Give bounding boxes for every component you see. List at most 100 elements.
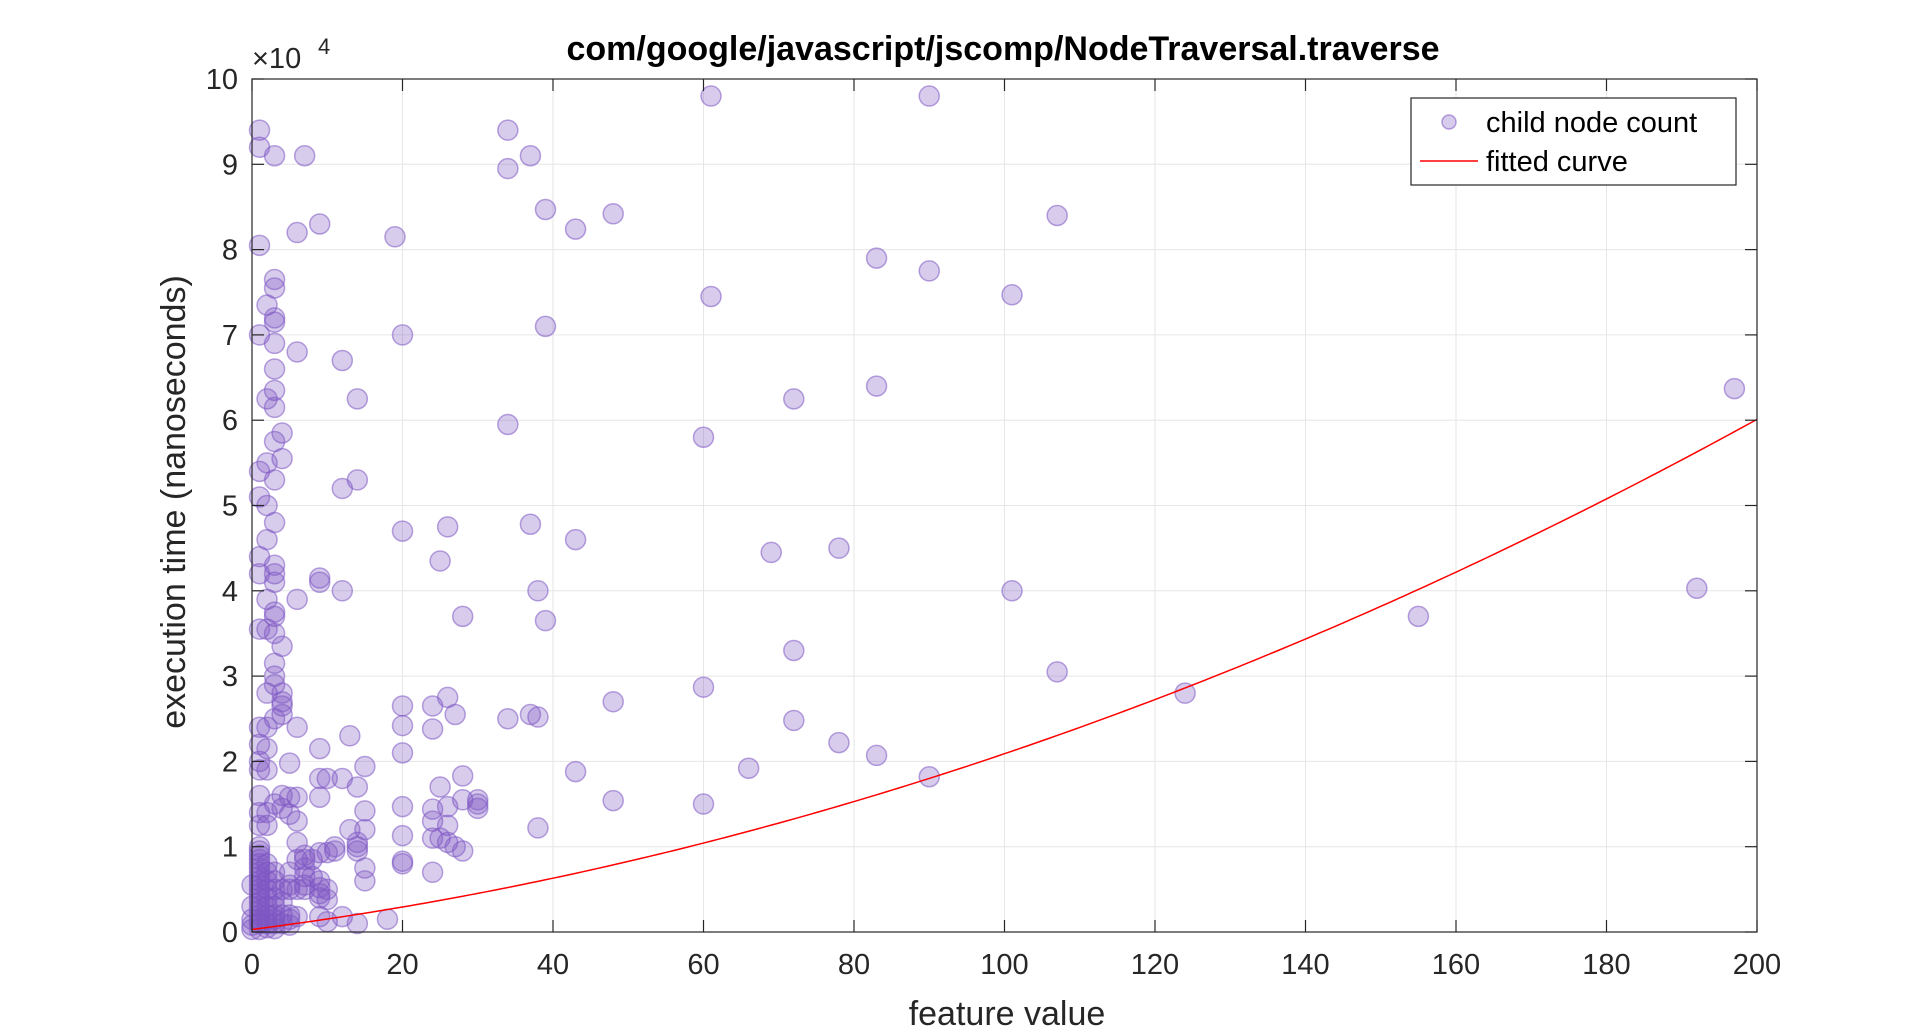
scatter-point bbox=[263, 562, 286, 585]
scatter-point bbox=[527, 817, 549, 839]
legend-entry-child-node-count: child node count bbox=[1486, 107, 1697, 139]
axis-ticks: 0 20 40 60 80 100 120 140 160 180 200 0 1 2 3 4 5 6 7 8 9 10 bbox=[206, 64, 1781, 981]
scatter-point bbox=[384, 226, 406, 248]
scatter-point bbox=[700, 285, 722, 308]
scatter-point bbox=[248, 716, 271, 739]
scatter-point bbox=[737, 757, 760, 779]
scatter-point bbox=[451, 840, 474, 862]
scatter-point bbox=[263, 652, 286, 675]
legend: child node count fitted curve bbox=[1410, 97, 1737, 186]
scatter-point bbox=[1046, 204, 1068, 227]
y-tick-label: 7 bbox=[222, 320, 238, 352]
scatter-point bbox=[263, 878, 286, 901]
scatter-point bbox=[263, 605, 286, 628]
scatter-point bbox=[918, 766, 940, 788]
scatter-point bbox=[286, 810, 308, 832]
scatter-point bbox=[1723, 377, 1746, 400]
scatter-point bbox=[602, 203, 624, 225]
scatter-point bbox=[248, 486, 271, 508]
x-tick-label: 60 bbox=[687, 949, 719, 981]
x-tick-label: 180 bbox=[1582, 949, 1630, 981]
scatter-point bbox=[278, 752, 301, 774]
scatter-point bbox=[263, 358, 286, 380]
scatter-point bbox=[602, 690, 624, 713]
x-tick-label: 140 bbox=[1281, 949, 1329, 981]
scatter-point bbox=[534, 198, 557, 221]
scatter-point bbox=[918, 85, 940, 107]
legend-marker-child-node-count bbox=[1441, 114, 1457, 130]
scatter-point bbox=[391, 520, 414, 542]
y-tick-label: 1 bbox=[222, 832, 238, 864]
scatter-point bbox=[865, 375, 888, 397]
scatter-point bbox=[828, 731, 850, 754]
scatter-point bbox=[346, 776, 369, 798]
scatter-point bbox=[564, 760, 587, 783]
scatter-point bbox=[271, 878, 293, 901]
scatter-point bbox=[421, 695, 444, 717]
y-tick-label: 0 bbox=[222, 917, 238, 949]
scatter-point bbox=[692, 426, 715, 449]
scatter-point bbox=[1686, 577, 1708, 599]
scatter-points bbox=[241, 85, 1746, 941]
scatter-point bbox=[248, 234, 271, 257]
x-axis-label: feature value bbox=[909, 995, 1106, 1032]
scatter-point bbox=[1407, 605, 1430, 628]
scatter-point bbox=[602, 789, 624, 812]
scatter-point bbox=[918, 260, 940, 282]
scatter-point bbox=[308, 786, 331, 808]
y-tick-label: 4 bbox=[222, 576, 238, 608]
scatter-point bbox=[308, 767, 331, 790]
scatter-point bbox=[391, 695, 414, 717]
scatter-point bbox=[248, 119, 271, 141]
fitted-curve bbox=[251, 418, 1758, 931]
scatter-point bbox=[451, 605, 474, 628]
scatter-point bbox=[286, 878, 308, 901]
scatter-point bbox=[451, 765, 474, 787]
x-tick-label: 120 bbox=[1131, 949, 1179, 981]
x-tick-label: 200 bbox=[1733, 949, 1781, 981]
scatter-point bbox=[339, 725, 361, 747]
scatter-point bbox=[271, 447, 293, 470]
scatter-point bbox=[286, 588, 308, 611]
scatter-point bbox=[783, 709, 805, 732]
scatter-point bbox=[497, 413, 519, 436]
scatter-point bbox=[308, 887, 331, 909]
scatter-point bbox=[519, 145, 542, 167]
y-tick-label: 9 bbox=[222, 149, 238, 181]
x-tick-label: 160 bbox=[1432, 949, 1480, 981]
scatter-point bbox=[391, 853, 414, 875]
scatter-point bbox=[391, 824, 414, 847]
scatter-point bbox=[436, 814, 459, 837]
scatter-point bbox=[376, 908, 399, 930]
scatter-point bbox=[700, 85, 722, 107]
scatter-point bbox=[391, 324, 414, 346]
x-tick-label: 80 bbox=[838, 949, 870, 981]
scatter-point bbox=[263, 379, 286, 402]
scatter-point bbox=[331, 477, 354, 500]
scatter-point bbox=[286, 221, 308, 244]
scatter-point bbox=[286, 716, 308, 739]
scatter-point bbox=[286, 905, 308, 928]
y-tick-label: 2 bbox=[222, 746, 238, 778]
scatter-point bbox=[256, 737, 278, 760]
scatter-point bbox=[1001, 580, 1023, 602]
scatter-point bbox=[346, 388, 369, 410]
scatter-point bbox=[263, 311, 286, 333]
scatter-point bbox=[760, 541, 782, 564]
scatter-point bbox=[331, 580, 354, 602]
scatter-point bbox=[436, 516, 459, 538]
scatter-point bbox=[271, 422, 293, 444]
y-tick-label: 5 bbox=[222, 491, 238, 523]
scatter-point bbox=[421, 718, 444, 740]
scatter-point bbox=[308, 737, 331, 760]
scatter-point bbox=[564, 218, 587, 240]
scatter-point bbox=[256, 759, 278, 781]
scatter-point bbox=[354, 800, 376, 822]
x-tick-label: 100 bbox=[980, 949, 1028, 981]
scatter-point bbox=[497, 119, 519, 141]
scatter-point bbox=[263, 622, 286, 645]
scatter-point bbox=[497, 708, 519, 730]
y-exponent-label: ×10 4 bbox=[252, 34, 330, 75]
scatter-point bbox=[534, 315, 557, 338]
scatter-point bbox=[828, 537, 850, 559]
